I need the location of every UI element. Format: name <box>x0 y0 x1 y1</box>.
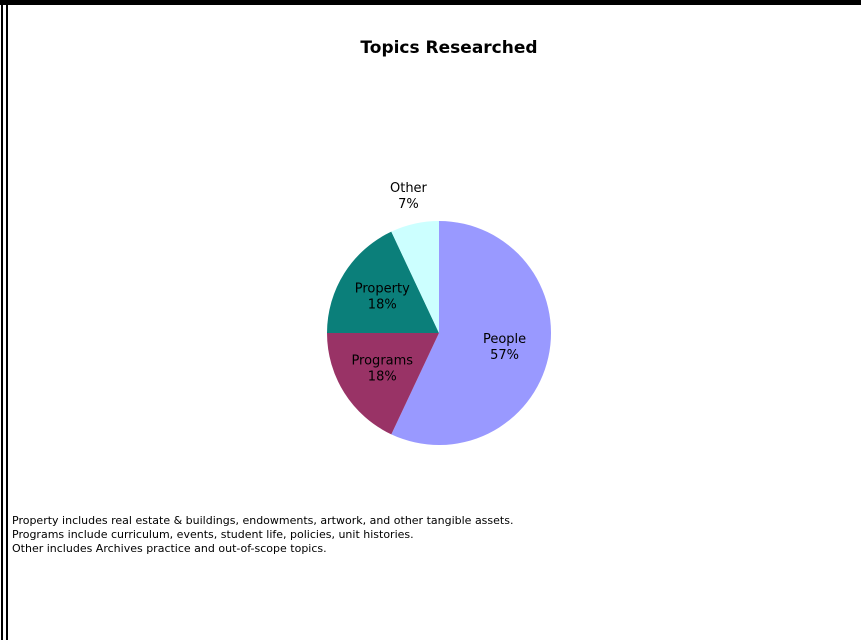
top-border <box>0 0 861 5</box>
note: Property includes real estate & building… <box>12 514 513 527</box>
slice-value-label: 18% <box>368 370 397 385</box>
slice-value-label: 18% <box>368 297 397 312</box>
slice-label: Other <box>390 181 428 196</box>
pie-slice <box>391 221 439 333</box>
left-border <box>1 0 3 640</box>
pie-slice <box>391 221 551 446</box>
note: Programs include curriculum, events, stu… <box>12 528 414 541</box>
pie-slice <box>327 333 439 435</box>
slice-label: People <box>483 332 526 347</box>
left-border-inner <box>6 0 8 640</box>
slice-value-label: 7% <box>398 197 419 212</box>
chart-title: Topics Researched <box>360 38 537 58</box>
slice-label: Property <box>355 281 410 296</box>
slice-value-label: 57% <box>490 348 519 363</box>
note: Other includes Archives practice and out… <box>12 542 327 555</box>
pie-slice <box>327 231 439 333</box>
slice-label: Programs <box>351 354 413 369</box>
